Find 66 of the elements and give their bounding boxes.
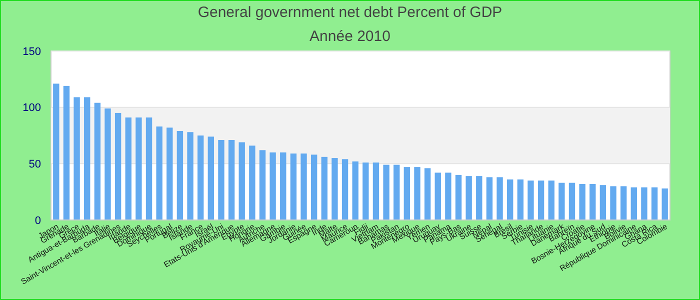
bar: [114, 112, 122, 220]
bar: [197, 136, 204, 220]
bar: [600, 185, 606, 220]
bar: [528, 180, 534, 220]
bar: [187, 132, 194, 220]
y-tick-label: 100: [22, 102, 41, 114]
bar: [94, 102, 101, 220]
bar: [517, 179, 524, 220]
bar: [538, 180, 544, 220]
bar: [352, 161, 358, 220]
bar: [176, 130, 184, 220]
bar: [434, 172, 441, 220]
bar: [506, 179, 514, 220]
bar: [372, 162, 380, 220]
bar: [53, 84, 60, 220]
bar: [332, 158, 338, 220]
bar: [259, 150, 266, 220]
bar: [630, 187, 637, 220]
y-tick-label: 0: [34, 214, 41, 227]
bar: [394, 164, 400, 220]
bar: [342, 159, 348, 220]
bar: [270, 152, 276, 220]
y-tick-label: 50: [28, 158, 41, 171]
bar: [125, 117, 132, 220]
bar: [590, 184, 596, 220]
bar: [166, 128, 173, 220]
bar: [610, 186, 616, 220]
bar: [104, 108, 111, 220]
bar: [496, 177, 503, 220]
bar: [414, 167, 420, 220]
bar: [548, 180, 554, 220]
bar: [404, 167, 410, 220]
bar: [74, 97, 80, 220]
bar: [208, 136, 214, 220]
bar: [228, 140, 235, 220]
bar: [424, 168, 431, 220]
bar: [362, 162, 369, 220]
bar: [579, 184, 586, 220]
bar: [620, 186, 627, 220]
bar: [136, 117, 142, 220]
bar: [466, 176, 472, 220]
chart-subtitle: Année 2010: [310, 28, 390, 45]
chart-title: General government net debt Percent of GDP: [198, 4, 502, 21]
bar: [321, 156, 328, 220]
bar: [651, 187, 658, 220]
bar: [476, 176, 482, 220]
bar: [568, 182, 576, 220]
bar: [486, 177, 493, 220]
bar: [455, 174, 462, 220]
bar: [218, 140, 224, 220]
bar: [156, 126, 162, 220]
bar: [249, 146, 256, 220]
bar: [290, 154, 297, 220]
bar: [310, 154, 318, 220]
bar: [63, 86, 70, 220]
bar: [383, 164, 390, 220]
bar: [238, 142, 245, 220]
bar: [280, 152, 286, 220]
bar: [84, 97, 90, 220]
bar: [662, 188, 668, 220]
bar: [558, 182, 565, 220]
bar: [300, 154, 307, 220]
y-tick-label: 150: [22, 46, 41, 58]
bar: [445, 172, 452, 220]
bar: [146, 117, 152, 220]
bar: [641, 187, 648, 220]
